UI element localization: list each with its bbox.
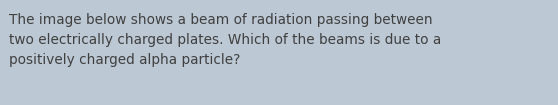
Text: The image below shows a beam of radiation passing between
two electrically charg: The image below shows a beam of radiatio… xyxy=(9,13,441,67)
